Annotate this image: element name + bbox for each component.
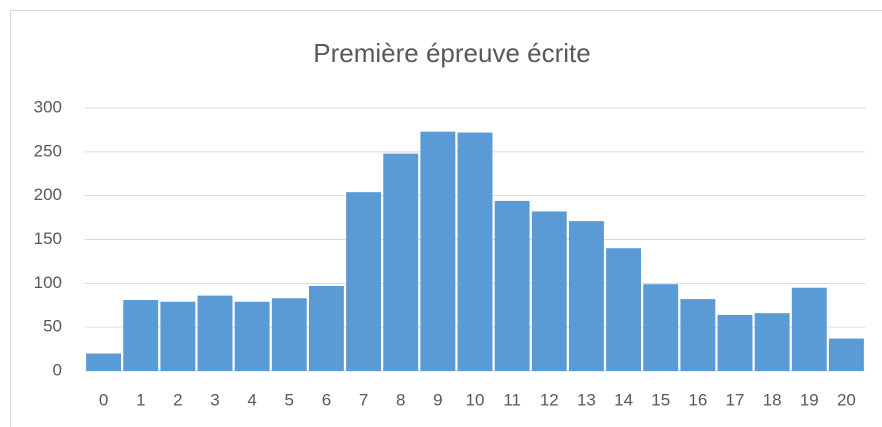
- x-tick-label: 5: [285, 390, 294, 409]
- x-tick-label: 3: [210, 390, 219, 409]
- x-tick-label: 13: [577, 390, 596, 409]
- y-tick-label: 150: [34, 229, 62, 248]
- bar: [271, 298, 307, 371]
- bar: [494, 200, 530, 371]
- bar: [643, 284, 679, 371]
- x-tick-label: 16: [688, 390, 707, 409]
- bar: [383, 153, 419, 371]
- x-tick-label: 7: [359, 390, 368, 409]
- chart-border: [10, 10, 882, 427]
- x-tick-label: 10: [466, 390, 485, 409]
- chart-title: Première épreuve écrite: [313, 38, 590, 68]
- bar: [568, 221, 604, 371]
- bar: [346, 192, 382, 371]
- bar: [531, 211, 567, 371]
- y-tick-label: 0: [53, 360, 62, 379]
- x-tick-label: 20: [837, 390, 856, 409]
- bar: [197, 295, 233, 371]
- x-tick-label: 4: [247, 390, 256, 409]
- y-tick-label: 50: [43, 317, 62, 336]
- bar: [234, 301, 270, 371]
- bar: [717, 314, 753, 371]
- bar: [791, 287, 827, 371]
- bar: [680, 299, 716, 371]
- x-tick-label: 14: [614, 390, 633, 409]
- bar: [754, 313, 790, 371]
- x-tick-label: 15: [651, 390, 670, 409]
- x-tick-label: 2: [173, 390, 182, 409]
- x-tick-label: 8: [396, 390, 405, 409]
- x-tick-label: 17: [726, 390, 745, 409]
- x-tick-label: 19: [800, 390, 819, 409]
- x-tick-label: 9: [433, 390, 442, 409]
- y-tick-label: 100: [34, 273, 62, 292]
- x-tick-label: 11: [503, 390, 521, 409]
- x-tick-label: 18: [763, 390, 782, 409]
- y-tick-label: 200: [34, 185, 62, 204]
- x-tick-label: 6: [322, 390, 331, 409]
- bar: [420, 131, 456, 371]
- x-tick-label: 0: [99, 390, 108, 409]
- bar: [308, 285, 344, 371]
- bar: [606, 248, 642, 371]
- y-tick-label: 300: [34, 97, 62, 116]
- x-tick-label: 12: [540, 390, 559, 409]
- y-tick-label: 250: [34, 141, 62, 160]
- bar: [86, 353, 122, 371]
- bar: [457, 132, 493, 371]
- bar: [160, 301, 196, 371]
- bar: [123, 299, 159, 371]
- bar: [828, 338, 864, 371]
- x-tick-label: 1: [136, 390, 145, 409]
